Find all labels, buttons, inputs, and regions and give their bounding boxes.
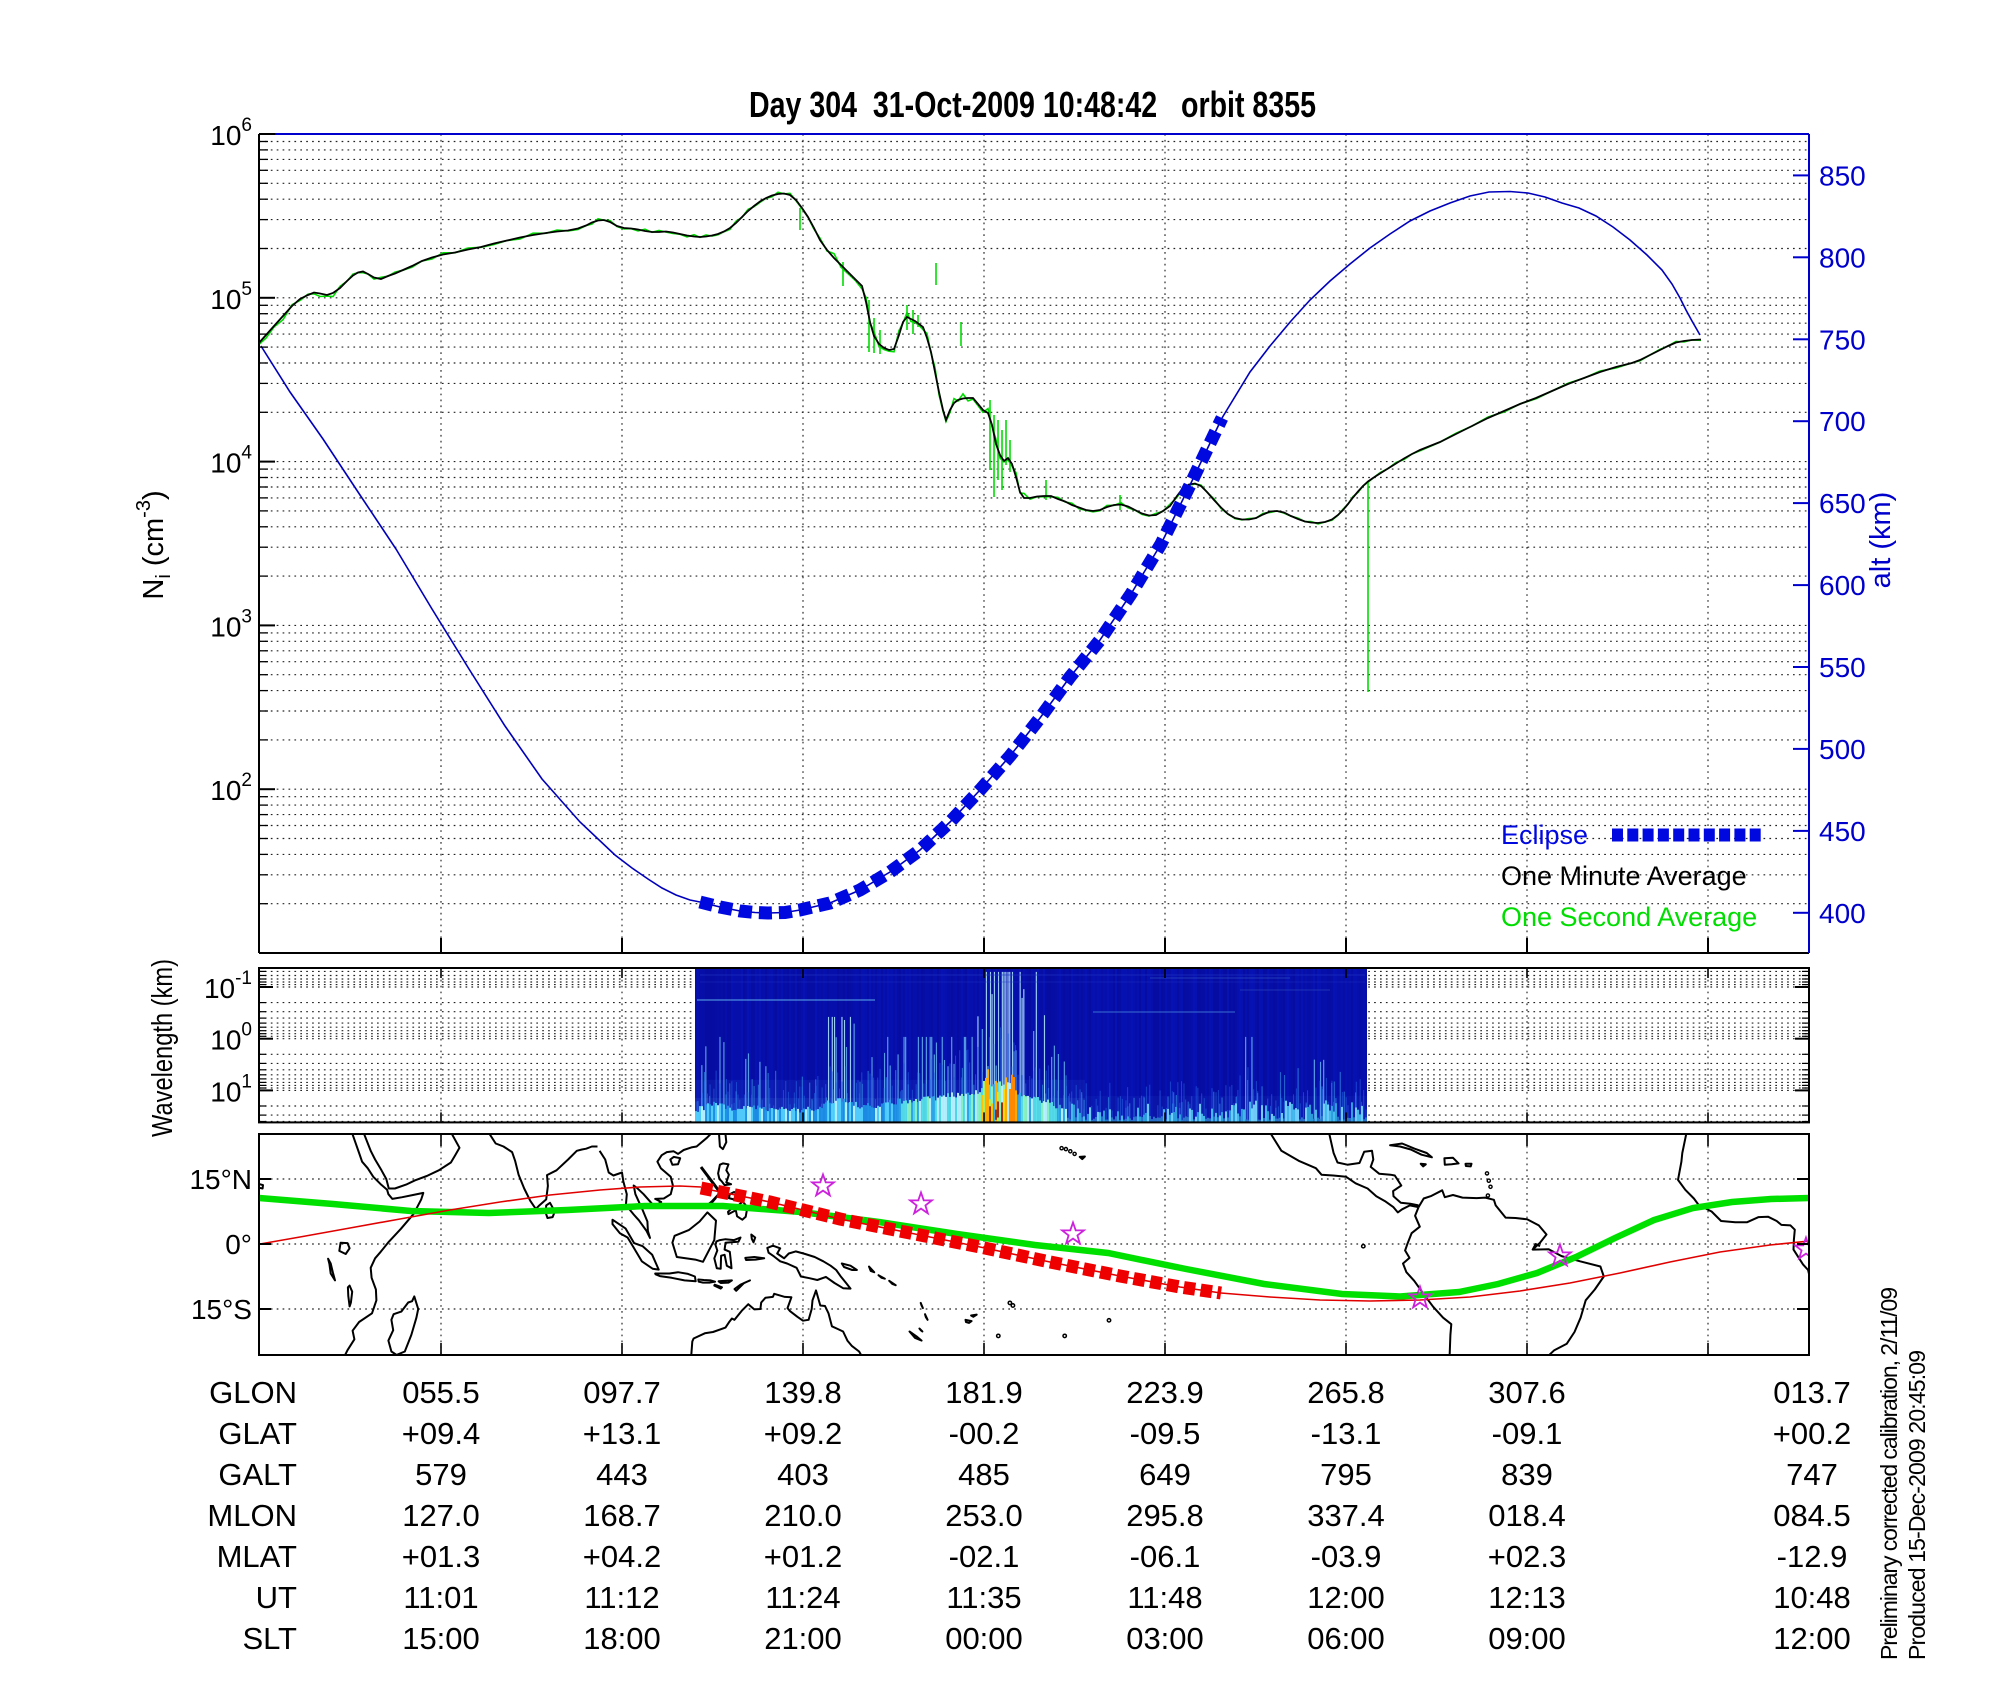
- svg-text:00:00: 00:00: [945, 1621, 1023, 1656]
- svg-text:307.6: 307.6: [1488, 1375, 1566, 1410]
- svg-text:253.0: 253.0: [945, 1498, 1023, 1533]
- svg-text:12:00: 12:00: [1307, 1580, 1385, 1615]
- svg-text:403: 403: [777, 1457, 829, 1492]
- svg-text:Day 304 31-Oct-2009 10:48:42: Day 304 31-Oct-2009 10:48:42 orbit 8355: [749, 84, 1316, 125]
- svg-text:12:00: 12:00: [1773, 1621, 1851, 1656]
- svg-text:06:00: 06:00: [1307, 1621, 1385, 1656]
- svg-text:127.0: 127.0: [402, 1498, 480, 1533]
- svg-text:One Second Average: One Second Average: [1501, 902, 1757, 932]
- svg-text:+01.3: +01.3: [402, 1539, 480, 1574]
- svg-text:12:13: 12:13: [1488, 1580, 1566, 1615]
- svg-text:-09.5: -09.5: [1130, 1416, 1201, 1451]
- svg-text:443: 443: [596, 1457, 648, 1492]
- svg-text:337.4: 337.4: [1307, 1498, 1385, 1533]
- svg-text:-00.2: -00.2: [949, 1416, 1020, 1451]
- svg-text:+09.4: +09.4: [402, 1416, 480, 1451]
- svg-text:Produced 15-Dec-2009 20:45:09: Produced 15-Dec-2009 20:45:09: [1904, 1350, 1930, 1660]
- svg-text:One Minute Average: One Minute Average: [1501, 861, 1747, 891]
- svg-text:100: 100: [210, 1020, 252, 1056]
- svg-text:Wavelength (km): Wavelength (km): [147, 959, 179, 1137]
- svg-text:400: 400: [1819, 898, 1866, 929]
- svg-text:018.4: 018.4: [1488, 1498, 1566, 1533]
- svg-text:-12.9: -12.9: [1777, 1539, 1848, 1574]
- svg-text:055.5: 055.5: [402, 1375, 480, 1410]
- svg-text:500: 500: [1819, 734, 1866, 765]
- svg-text:101: 101: [210, 1071, 252, 1107]
- svg-text:181.9: 181.9: [945, 1375, 1023, 1410]
- svg-text:700: 700: [1819, 406, 1866, 437]
- svg-text:SLT: SLT: [242, 1621, 297, 1656]
- svg-text:11:01: 11:01: [403, 1580, 478, 1615]
- svg-text:11:12: 11:12: [584, 1580, 659, 1615]
- svg-text:579: 579: [415, 1457, 467, 1492]
- svg-text:+04.2: +04.2: [583, 1539, 661, 1574]
- svg-text:09:00: 09:00: [1488, 1621, 1566, 1656]
- svg-text:0°: 0°: [225, 1229, 252, 1260]
- svg-text:GALT: GALT: [218, 1457, 297, 1492]
- svg-text:106: 106: [210, 115, 252, 151]
- svg-text:097.7: 097.7: [583, 1375, 661, 1410]
- svg-text:168.7: 168.7: [583, 1498, 661, 1533]
- svg-text:295.8: 295.8: [1126, 1498, 1204, 1533]
- svg-text:-03.9: -03.9: [1311, 1539, 1382, 1574]
- svg-text:15:00: 15:00: [402, 1621, 480, 1656]
- svg-text:800: 800: [1819, 242, 1866, 273]
- svg-text:210.0: 210.0: [764, 1498, 842, 1533]
- svg-text:750: 750: [1819, 324, 1866, 355]
- svg-text:-02.1: -02.1: [949, 1539, 1020, 1574]
- svg-text:+01.2: +01.2: [764, 1539, 842, 1574]
- svg-text:650: 650: [1819, 488, 1866, 519]
- svg-text:MLON: MLON: [207, 1498, 297, 1533]
- svg-text:10:48: 10:48: [1773, 1580, 1851, 1615]
- svg-text:485: 485: [958, 1457, 1010, 1492]
- svg-text:Eclipse: Eclipse: [1501, 820, 1588, 850]
- svg-text:15°S: 15°S: [191, 1294, 252, 1325]
- svg-text:550: 550: [1819, 652, 1866, 683]
- svg-text:747: 747: [1786, 1457, 1838, 1492]
- svg-text:-06.1: -06.1: [1130, 1539, 1201, 1574]
- svg-text:11:48: 11:48: [1127, 1580, 1202, 1615]
- svg-text:UT: UT: [256, 1580, 297, 1615]
- svg-text:-13.1: -13.1: [1311, 1416, 1382, 1451]
- svg-text:Ni (cm-3): Ni (cm-3): [133, 490, 175, 599]
- svg-text:139.8: 139.8: [764, 1375, 842, 1410]
- svg-text:013.7: 013.7: [1773, 1375, 1851, 1410]
- svg-text:105: 105: [210, 279, 252, 315]
- svg-text:450: 450: [1819, 816, 1866, 847]
- svg-text:+00.2: +00.2: [1773, 1416, 1851, 1451]
- svg-text:+13.1: +13.1: [583, 1416, 661, 1451]
- svg-text:084.5: 084.5: [1773, 1498, 1851, 1533]
- svg-text:MLAT: MLAT: [217, 1539, 297, 1574]
- svg-text:10-1: 10-1: [204, 968, 252, 1004]
- svg-text:795: 795: [1320, 1457, 1372, 1492]
- svg-text:11:35: 11:35: [946, 1580, 1021, 1615]
- svg-text:GLON: GLON: [209, 1375, 297, 1410]
- svg-text:Preliminary corrected calibrat: Preliminary corrected calibration, 2/11/…: [1876, 1287, 1902, 1660]
- svg-text:21:00: 21:00: [764, 1621, 842, 1656]
- svg-text:839: 839: [1501, 1457, 1553, 1492]
- svg-text:265.8: 265.8: [1307, 1375, 1385, 1410]
- svg-text:649: 649: [1139, 1457, 1191, 1492]
- svg-text:03:00: 03:00: [1126, 1621, 1204, 1656]
- svg-text:600: 600: [1819, 570, 1866, 601]
- svg-text:-09.1: -09.1: [1492, 1416, 1563, 1451]
- svg-text:15°N: 15°N: [189, 1164, 252, 1195]
- svg-text:+02.3: +02.3: [1488, 1539, 1566, 1574]
- svg-text:11:24: 11:24: [765, 1580, 840, 1615]
- svg-text:850: 850: [1819, 160, 1866, 191]
- svg-text:alt (km): alt (km): [1865, 492, 1897, 589]
- svg-text:18:00: 18:00: [583, 1621, 661, 1656]
- svg-text:103: 103: [210, 606, 252, 642]
- svg-text:102: 102: [210, 770, 252, 806]
- svg-text:GLAT: GLAT: [218, 1416, 297, 1451]
- svg-text:223.9: 223.9: [1126, 1375, 1204, 1410]
- svg-text:+09.2: +09.2: [764, 1416, 842, 1451]
- svg-text:104: 104: [210, 443, 252, 479]
